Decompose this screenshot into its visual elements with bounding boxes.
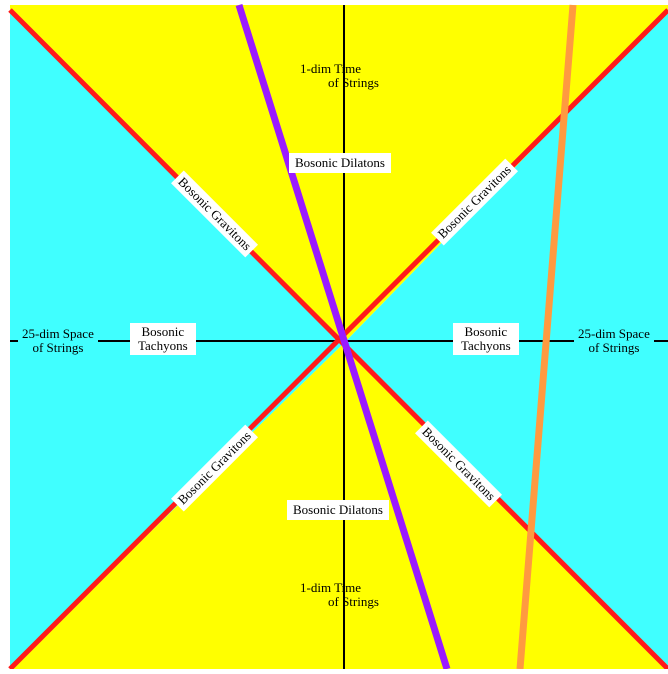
- time-label-top-line2: of Strings: [328, 75, 379, 90]
- graviton-line-rising: [8, 8, 668, 671]
- tachyons-label-right: Bosonic Tachyons: [453, 323, 519, 355]
- space-label-left-line2: of Strings: [32, 340, 84, 355]
- space-label-right-line2: of Strings: [588, 340, 640, 355]
- dilatons-label-top: Bosonic Dilatons: [289, 153, 391, 173]
- time-label-top: 1-dim Time of Strings: [300, 62, 379, 90]
- tachyons-label-left-line1: Bosonic: [141, 324, 185, 339]
- space-label-left: 25-dim Space of Strings: [18, 325, 98, 357]
- space-label-left-line1: 25-dim Space: [22, 326, 94, 341]
- time-label-top-line1: 1-dim Time: [300, 61, 362, 76]
- tachyons-label-left: Bosonic Tachyons: [130, 323, 196, 355]
- space-label-right-line1: 25-dim Space: [578, 326, 650, 341]
- tachyons-label-right-line1: Bosonic: [464, 324, 508, 339]
- time-label-bottom-line1: 1-dim Time: [300, 580, 362, 595]
- space-label-right: 25-dim Space of Strings: [574, 325, 654, 357]
- orange-line: [516, 4, 577, 670]
- tachyons-label-left-line2: Tachyons: [138, 338, 188, 353]
- time-region-top: [10, 5, 668, 343]
- dilaton-line: [235, 3, 451, 671]
- dilatons-label-bottom: Bosonic Dilatons: [287, 500, 389, 520]
- time-label-bottom: 1-dim Time of Strings: [300, 581, 379, 609]
- tachyons-label-right-line2: Tachyons: [461, 338, 511, 353]
- time-label-bottom-line2: of Strings: [328, 594, 379, 609]
